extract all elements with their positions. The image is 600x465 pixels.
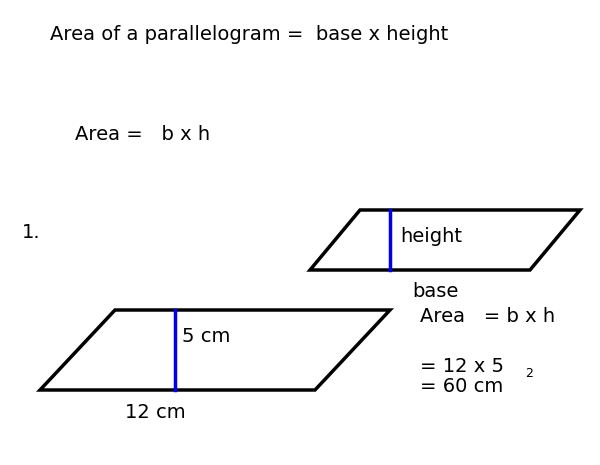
Text: Area of a parallelogram =  base x height: Area of a parallelogram = base x height — [50, 25, 448, 44]
Text: = 60 cm: = 60 cm — [420, 377, 503, 396]
Text: Area   = b x h: Area = b x h — [420, 307, 555, 326]
Text: 1.: 1. — [22, 224, 41, 243]
Text: 2: 2 — [525, 367, 533, 380]
Text: = 12 x 5: = 12 x 5 — [420, 357, 504, 376]
Text: 5 cm: 5 cm — [182, 327, 230, 346]
Text: 12 cm: 12 cm — [125, 403, 185, 422]
Polygon shape — [40, 310, 390, 390]
Polygon shape — [310, 210, 580, 270]
Text: base: base — [412, 282, 458, 301]
Text: Area =   b x h: Area = b x h — [75, 126, 210, 145]
Text: height: height — [400, 227, 462, 246]
